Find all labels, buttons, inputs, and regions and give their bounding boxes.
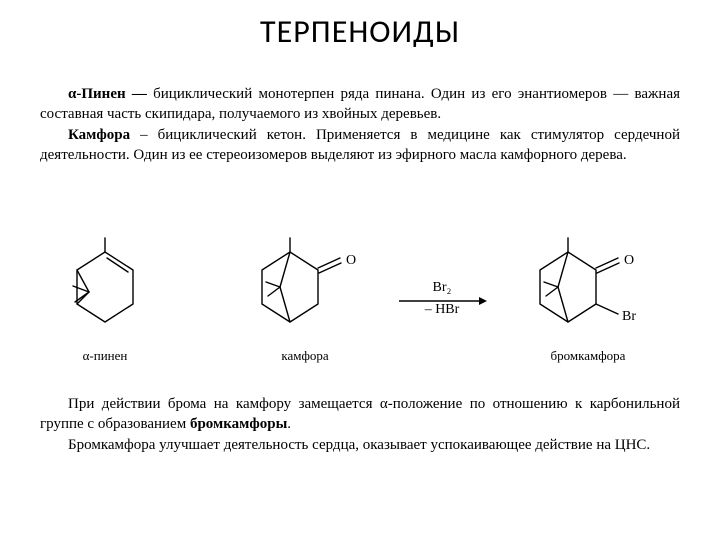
- byproduct-bottom: – HBr: [392, 302, 492, 318]
- pinene-name: α-Пинен —: [68, 86, 153, 102]
- structure-bromocamphor: O Br бромкамфора: [508, 232, 668, 364]
- p3-a: При действии брома на камфору замещается…: [40, 396, 680, 432]
- camphor-description: – бициклический кетон. Применяется в мед…: [40, 127, 680, 163]
- bromocamphor-svg: O Br: [508, 232, 668, 342]
- reaction-arrow-block: Br₂ – HBr: [392, 280, 492, 322]
- camphor-label: камфора: [230, 348, 380, 364]
- page-title: ТЕРПЕНОИДЫ: [0, 12, 720, 51]
- svg-text:O: O: [624, 253, 634, 268]
- svg-text:O: O: [346, 253, 356, 268]
- reagent-top: Br₂: [392, 280, 492, 296]
- intro-text-block: α-Пинен — бициклический монотерпен ряда …: [40, 84, 680, 165]
- bromocamphor-label: бромкамфора: [508, 348, 668, 364]
- p3-c: .: [287, 416, 291, 432]
- camphor-svg: O: [230, 232, 380, 342]
- p3-b: бромкамфоры: [190, 416, 287, 432]
- p4: Бромкамфора улучшает деятельность сердца…: [40, 435, 680, 455]
- reaction-scheme: α-пинен: [40, 232, 680, 382]
- alpha-pinene-svg: [45, 232, 165, 342]
- structure-alpha-pinene: α-пинен: [40, 232, 170, 364]
- page-root: ТЕРПЕНОИДЫ α-Пинен — бициклический монот…: [0, 0, 720, 540]
- svg-text:Br: Br: [622, 309, 636, 324]
- alpha-pinene-label: α-пинен: [40, 348, 170, 364]
- structure-camphor: O камфора: [230, 232, 380, 364]
- closing-text-block: При действии брома на камфору замещается…: [40, 394, 680, 455]
- camphor-name: Камфора: [68, 127, 130, 143]
